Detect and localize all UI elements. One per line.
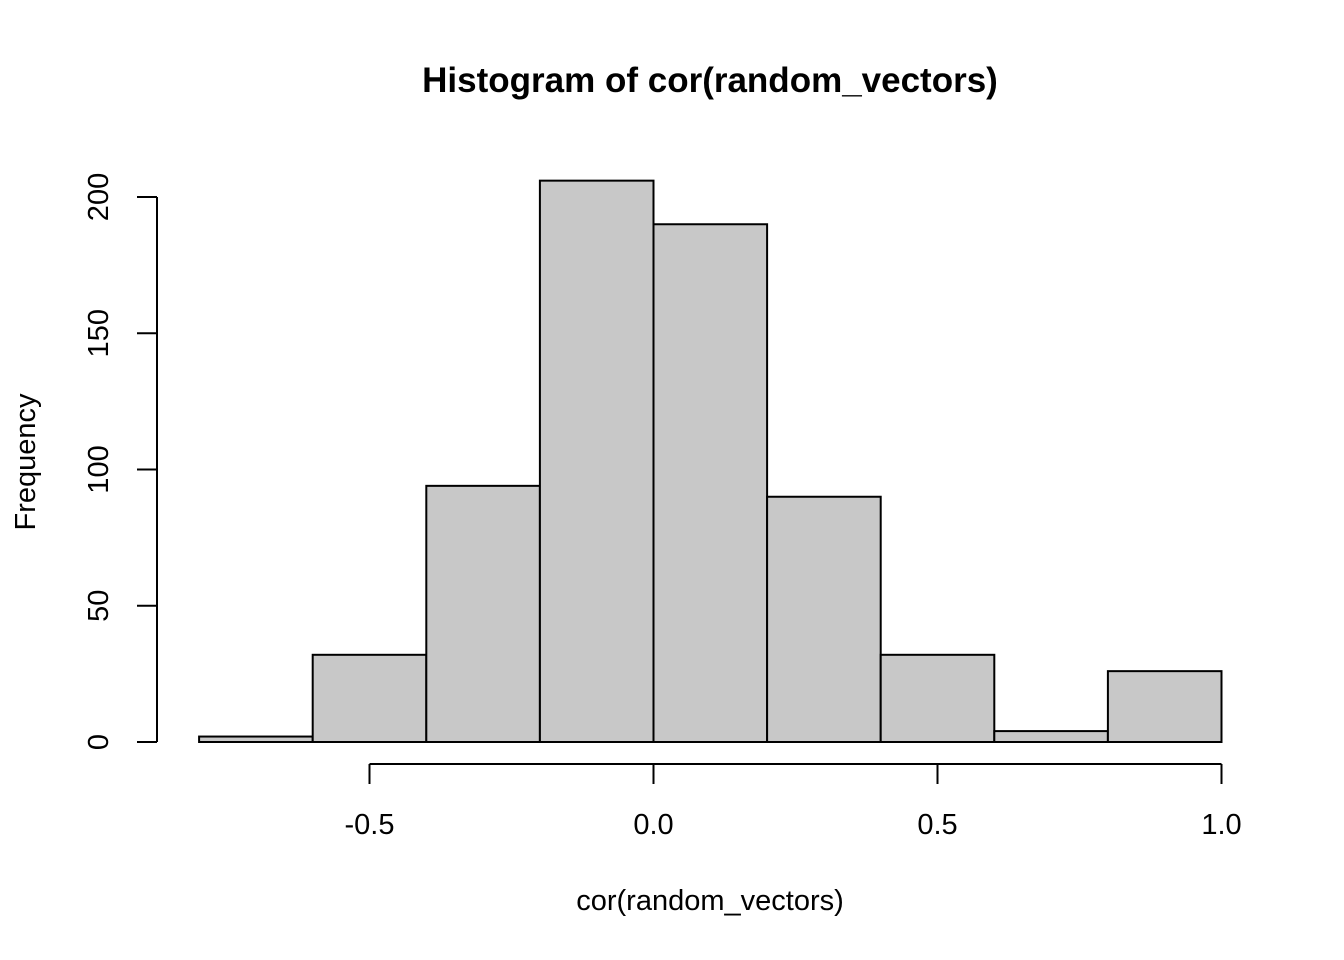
y-axis-label: Frequency — [10, 393, 42, 531]
y-tick-label: 50 — [83, 590, 115, 622]
x-axis-label: cor(random_vectors) — [576, 885, 844, 917]
x-axis: -0.5 0.0 0.5 1.0 — [345, 763, 1242, 841]
x-tick-label: -0.5 — [345, 809, 395, 841]
histogram-bar-2 — [311, 653, 428, 743]
y-axis: 0 50 100 150 200 — [83, 173, 158, 750]
histogram-bar-8 — [993, 730, 1109, 743]
histogram-bar-5 — [652, 223, 769, 743]
x-tick-label: 0.0 — [633, 809, 673, 841]
y-tick-label: 150 — [83, 309, 115, 357]
histogram-bar-3 — [425, 484, 541, 743]
histogram-bar-4 — [538, 179, 655, 743]
histogram-bar-6 — [766, 495, 882, 743]
y-tick-label: 200 — [83, 173, 115, 221]
bars-group — [198, 179, 1223, 744]
histogram-bar-7 — [879, 653, 996, 743]
histogram-bar-1 — [198, 735, 314, 743]
chart-title: Histogram of cor(random_vectors) — [422, 61, 998, 100]
y-tick-label: 0 — [83, 734, 115, 750]
x-tick-label: 0.5 — [917, 809, 957, 841]
histogram-bar-9 — [1106, 670, 1223, 744]
x-tick-label: 1.0 — [1201, 809, 1241, 841]
y-tick-label: 100 — [83, 445, 115, 493]
